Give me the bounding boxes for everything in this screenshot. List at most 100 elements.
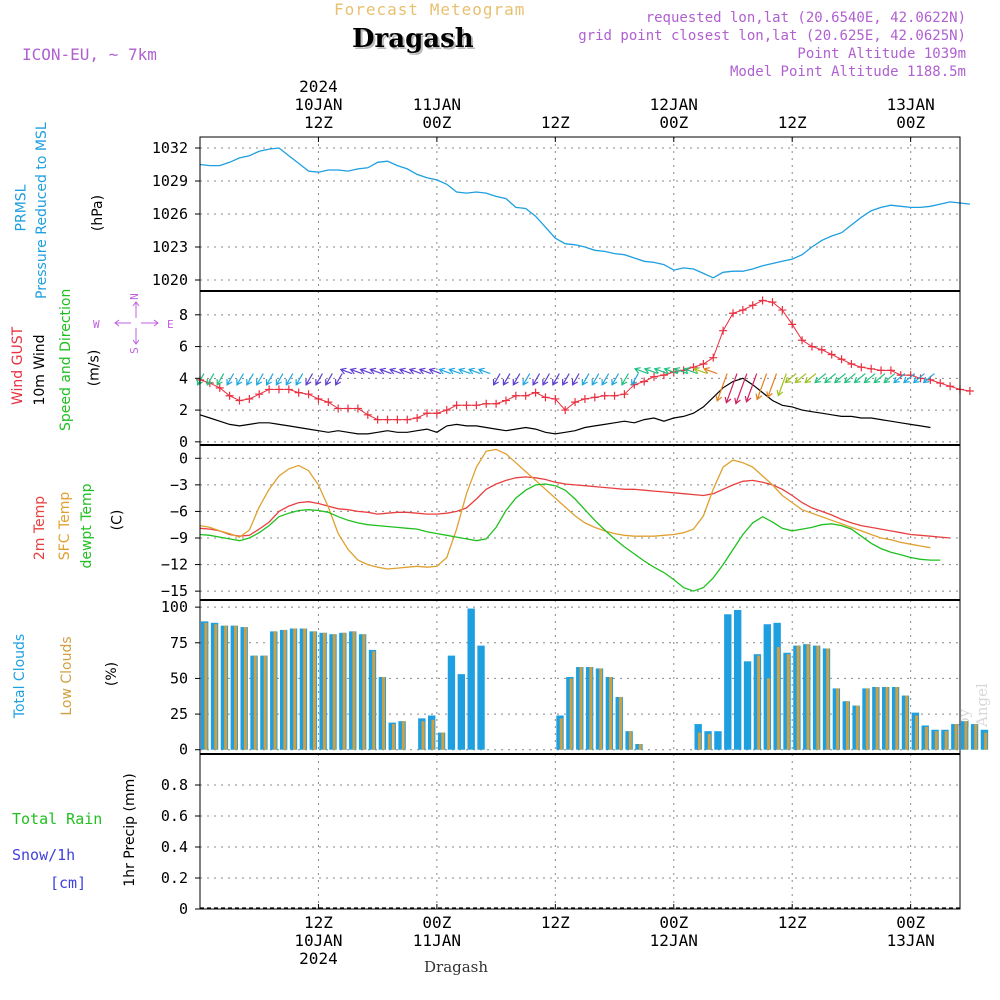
- wind-direction-arrow: [683, 367, 698, 375]
- wind-direction-arrow: [744, 373, 758, 403]
- panel-frame: [199, 290, 961, 446]
- bottom-time-label: 2024: [299, 949, 338, 968]
- y-tick-label: 0: [179, 900, 188, 918]
- gust-marker: [383, 415, 392, 424]
- low-clouds-bar: [944, 731, 948, 750]
- wind-direction-arrow: [379, 367, 392, 375]
- gust-marker: [580, 394, 589, 403]
- low-clouds-bar: [421, 721, 425, 750]
- low-clouds-bar: [707, 734, 711, 750]
- gust-marker: [837, 355, 846, 364]
- wind-direction-arrow: [522, 373, 531, 386]
- wind-direction-arrow: [621, 373, 629, 386]
- wind-direction-arrow: [734, 373, 748, 405]
- wind-direction-arrow: [766, 373, 778, 399]
- total-clouds-bar: [447, 655, 456, 750]
- gust-marker: [334, 404, 343, 413]
- low-clouds-bar: [204, 622, 208, 750]
- gust-marker: [284, 385, 293, 394]
- low-clouds-bar: [855, 705, 859, 750]
- wind-direction-arrow: [653, 367, 669, 375]
- top-time-label: 13JAN: [887, 95, 935, 114]
- gust-marker: [235, 396, 244, 405]
- low-clouds-bar: [964, 721, 968, 750]
- wind-direction-arrow: [673, 367, 688, 375]
- low-clouds-bar: [293, 628, 297, 750]
- y-tick-label: 4: [179, 369, 188, 387]
- gust-marker: [373, 415, 382, 424]
- gust-marker: [886, 366, 895, 375]
- wind-direction-arrow: [216, 373, 225, 386]
- gust-marker: [452, 401, 461, 410]
- tsfc-line: [199, 448, 931, 570]
- wind-direction-arrow: [428, 367, 442, 375]
- top-time-label: 00Z: [659, 113, 688, 132]
- gust-marker: [551, 394, 560, 403]
- gust-marker: [640, 377, 649, 386]
- gust-marker: [561, 406, 570, 415]
- y-tick-label: −6: [170, 502, 188, 520]
- y-tick-label: 1032: [152, 139, 188, 157]
- low-clouds-bar: [697, 732, 701, 750]
- bottom-time-label: 12Z: [778, 913, 807, 932]
- low-clouds-bar: [836, 688, 840, 750]
- top-time-label: 00Z: [422, 113, 451, 132]
- wind-direction-arrow: [571, 373, 580, 386]
- wind-direction-arrow: [804, 373, 817, 384]
- bottom-time-label: 13JAN: [887, 931, 935, 950]
- low-clouds-bar: [273, 631, 277, 750]
- wind-direction-arrow: [784, 373, 797, 384]
- gust-marker: [758, 296, 767, 305]
- wind-direction-arrow: [285, 373, 294, 386]
- low-clouds-bar: [895, 686, 899, 750]
- gust-marker: [709, 353, 718, 362]
- low-clouds-bar: [589, 667, 593, 750]
- gust-marker: [511, 391, 520, 400]
- wind-direction-arrow: [369, 367, 382, 375]
- pressure-line: [199, 147, 970, 279]
- wind-direction-arrow: [631, 373, 639, 386]
- wind-direction-arrow: [325, 373, 333, 386]
- gust-marker: [403, 415, 412, 424]
- gust-marker: [965, 387, 974, 396]
- gust-marker: [432, 409, 441, 418]
- low-clouds-bar: [806, 644, 810, 750]
- wind-direction-arrow: [532, 373, 541, 386]
- wind-direction-arrow: [196, 373, 205, 386]
- wind-direction-arrow: [853, 373, 866, 384]
- gust-marker: [541, 393, 550, 402]
- low-clouds-bar: [875, 686, 879, 750]
- wind-direction-arrow: [702, 367, 718, 375]
- gust-marker: [472, 401, 481, 410]
- low-clouds-bar: [905, 695, 909, 750]
- wind-direction-arrow: [663, 367, 678, 375]
- y-tick-label: −12: [161, 556, 188, 574]
- gust-marker: [353, 404, 362, 413]
- wind-direction-arrow: [246, 373, 254, 386]
- gust-marker: [423, 409, 432, 418]
- y-tick-label: 1020: [152, 271, 188, 289]
- place-name: Dragash: [352, 24, 474, 54]
- wind-direction-arrow: [794, 373, 807, 384]
- gust-marker: [571, 398, 580, 407]
- y-tick-label: 6: [179, 338, 188, 356]
- low-clouds-bar: [599, 668, 603, 750]
- gust-marker: [936, 379, 945, 388]
- wind-direction-arrow: [315, 373, 323, 386]
- gust-marker: [245, 394, 254, 403]
- snow-label: Snow/1h: [12, 846, 76, 864]
- low-clouds-bar: [816, 645, 820, 750]
- y-tick-label: −3: [170, 476, 188, 494]
- gust-marker: [462, 401, 471, 410]
- y-tick-label: −15: [161, 582, 188, 600]
- low-clouds-bar: [619, 696, 622, 750]
- y-tick-label: 75: [170, 634, 188, 652]
- gust-marker: [946, 382, 955, 391]
- gust-marker: [531, 388, 540, 397]
- wind-direction-arrow: [643, 367, 659, 375]
- gust-marker: [847, 360, 856, 369]
- gust-marker: [324, 398, 333, 407]
- low-clouds-bar: [846, 701, 849, 750]
- gust-marker: [827, 350, 836, 359]
